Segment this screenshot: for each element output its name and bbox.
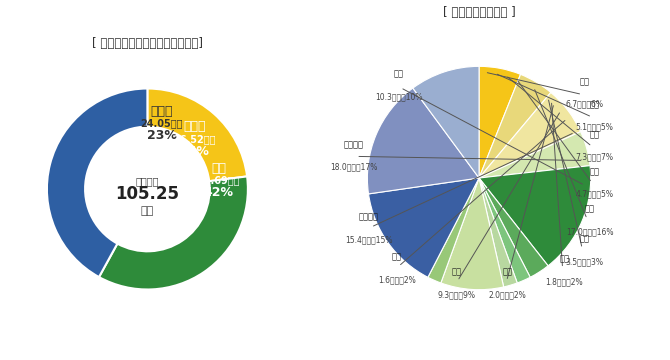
Text: 6.7億枚｜6%: 6.7億枚｜6% [565, 99, 604, 108]
Wedge shape [479, 93, 581, 178]
Wedge shape [479, 75, 551, 178]
Text: 愛媛: 愛媛 [392, 253, 401, 262]
Text: 2.0億枚｜2%: 2.0億枚｜2% [488, 290, 526, 299]
Wedge shape [479, 178, 548, 277]
Wedge shape [479, 178, 530, 283]
Text: 岡山: 岡山 [580, 235, 590, 244]
Text: 4.7億枚｜5%: 4.7億枚｜5% [576, 190, 614, 199]
Text: 10.3億枚｜10%: 10.3億枚｜10% [375, 92, 422, 101]
Text: 36.52億枚: 36.52億枚 [173, 134, 216, 144]
Wedge shape [369, 178, 479, 277]
Text: 瀬戸内: 瀬戸内 [183, 121, 206, 134]
Wedge shape [479, 166, 591, 266]
Text: 42%: 42% [204, 186, 233, 199]
Text: 佐賀有明: 佐賀有明 [344, 140, 363, 149]
Text: 18.0億枚｜17%: 18.0億枚｜17% [330, 163, 377, 172]
Wedge shape [147, 89, 247, 181]
Wedge shape [99, 176, 248, 289]
Text: 7.3億枚｜7%: 7.3億枚｜7% [576, 153, 614, 162]
Text: 15.4億枚｜15%: 15.4億枚｜15% [345, 235, 392, 244]
Text: 1.6億枚｜2%: 1.6億枚｜2% [378, 275, 415, 284]
Wedge shape [479, 178, 517, 287]
Wedge shape [479, 66, 521, 178]
Text: 愛知: 愛知 [590, 130, 600, 139]
Text: 5.1億枚｜5%: 5.1億枚｜5% [576, 122, 614, 131]
Text: 千葉: 千葉 [590, 100, 600, 109]
Text: 三重: 三重 [590, 167, 600, 176]
Text: 44.69億枚: 44.69億枚 [197, 175, 240, 185]
Text: 山口: 山口 [559, 255, 569, 264]
Text: 23%: 23% [147, 129, 177, 142]
Text: 3.5億枚｜3%: 3.5億枚｜3% [565, 257, 604, 266]
Text: 東日本: 東日本 [151, 104, 173, 118]
Wedge shape [479, 132, 590, 178]
Text: 億枚: 億枚 [141, 206, 154, 216]
Text: 105.25: 105.25 [115, 185, 180, 203]
Wedge shape [441, 178, 504, 290]
Text: 福岡有明: 福岡有明 [358, 212, 379, 221]
Text: 35%: 35% [180, 145, 209, 158]
Text: 熊本: 熊本 [394, 70, 403, 79]
Wedge shape [413, 66, 479, 178]
Title: [ 主な生産地の割合（エリア別）]: [ 主な生産地の割合（エリア別）] [92, 37, 203, 50]
Text: 9.3億枚｜9%: 9.3億枚｜9% [438, 290, 476, 299]
Text: 17.0億枚｜16%: 17.0億枚｜16% [566, 227, 613, 236]
Text: 徳島: 徳島 [502, 268, 512, 277]
Wedge shape [47, 89, 147, 277]
Text: 宮城: 宮城 [580, 77, 590, 86]
Text: 24.05億枚: 24.05億枚 [141, 118, 183, 128]
Text: 九州: 九州 [211, 162, 226, 175]
Text: 1.8億枚｜2%: 1.8億枚｜2% [545, 277, 584, 286]
Title: [ 主な生産地の割合 ]: [ 主な生産地の割合 ] [443, 6, 515, 19]
Wedge shape [367, 88, 479, 194]
Text: 兵庫: 兵庫 [585, 204, 594, 213]
Text: 香川: 香川 [452, 268, 462, 277]
Wedge shape [428, 178, 479, 283]
Text: 総生産数: 総生産数 [135, 176, 159, 186]
